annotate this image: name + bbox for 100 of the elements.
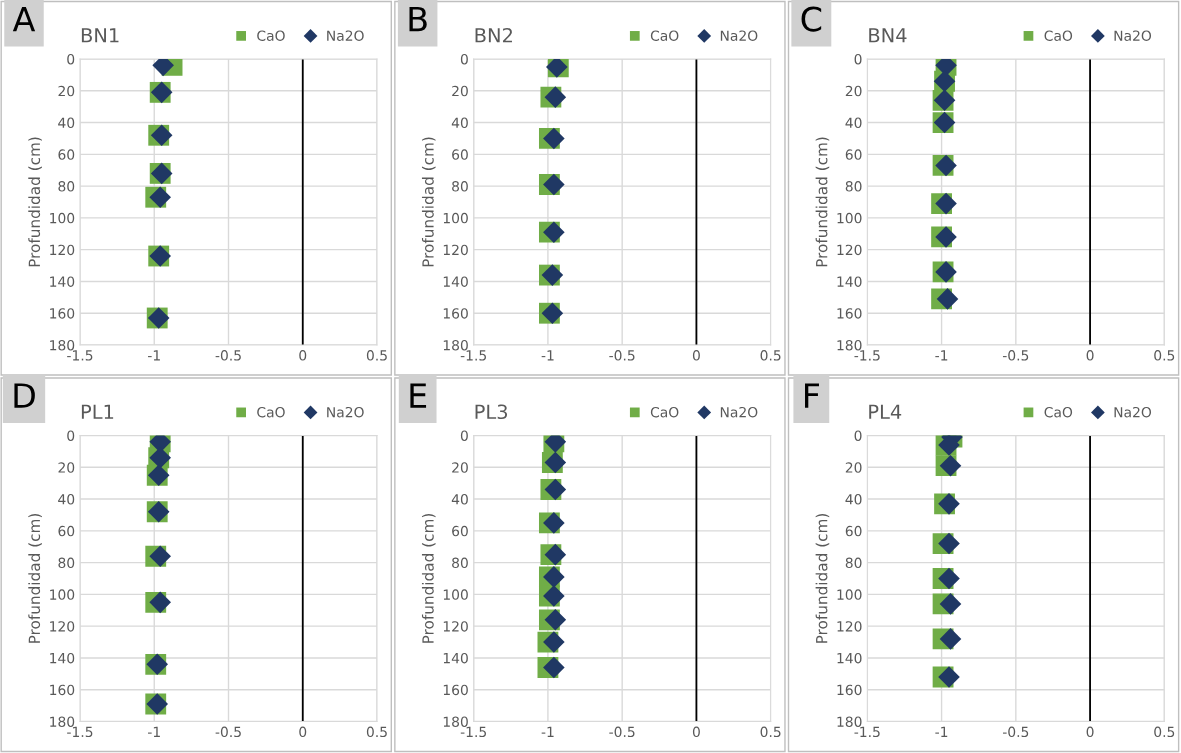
legend-label: CaO [650, 30, 679, 41]
x-tick-label: -1 [541, 726, 554, 737]
x-tick-label: -0.5 [1002, 350, 1029, 361]
y-tick-label: 20 [452, 85, 468, 97]
y-tick-label: 160 [837, 684, 862, 696]
chart-title: BN1 [81, 28, 119, 43]
legend-label: Na2O [327, 406, 364, 418]
y-tick-label: 60 [58, 525, 75, 537]
x-tick-label: -0.5 [1002, 726, 1029, 738]
x-tick-label: 0 [299, 350, 307, 361]
y-tick-label: 140 [50, 652, 75, 664]
y-tick-label: 80 [845, 557, 862, 569]
y-tick-label: 180 [443, 716, 468, 727]
y-tick-label: 100 [443, 589, 468, 600]
x-tick-label: -1.5 [460, 726, 486, 738]
x-tick-label: 0 [299, 726, 307, 738]
y-tick-label: 0 [67, 430, 75, 441]
x-tick-label: 0.5 [366, 350, 387, 361]
y-tick-label: 100 [837, 589, 862, 600]
y-tick-label: 20 [58, 85, 75, 97]
y-tick-label: 40 [58, 117, 75, 129]
y-tick-label: 40 [845, 494, 862, 505]
legend-label: Na2O [720, 30, 758, 41]
y-tick-label: 60 [58, 149, 75, 160]
legend-label: Na2O [720, 406, 758, 418]
y-tick-label: 140 [837, 276, 862, 287]
x-tick-label: -1.5 [854, 726, 880, 738]
x-tick-label: -1.5 [460, 350, 486, 361]
chart-title: PL3 [475, 404, 508, 420]
y-tick-label: 120 [50, 621, 75, 632]
y-tick-label: 140 [837, 652, 862, 664]
x-tick-label: -0.5 [215, 350, 241, 361]
y-tick-label: 140 [50, 276, 75, 287]
x-tick-label: 0 [692, 350, 700, 361]
y-tick-label: 120 [837, 244, 862, 256]
x-tick-label: 0.5 [366, 726, 387, 738]
text: E [410, 383, 427, 408]
text: C [801, 6, 822, 32]
legend-label: CaO [257, 30, 285, 41]
y-tick-label: 80 [58, 557, 75, 569]
y-tick-label: 80 [58, 181, 75, 192]
y-axis-title: Profundidad (cm) [815, 513, 830, 643]
legend-label: Na2O [1114, 406, 1152, 418]
x-tick-label: -1 [148, 350, 160, 361]
y-tick-label: 180 [50, 339, 75, 351]
y-tick-label: 0 [460, 53, 468, 65]
x-tick-label: 0 [1086, 726, 1094, 738]
x-tick-label: 0 [692, 726, 700, 738]
chart-title: BN2 [475, 27, 512, 43]
y-tick-label: 60 [452, 149, 468, 160]
y-tick-label: 20 [845, 85, 862, 97]
y-tick-label: 100 [50, 589, 75, 600]
y-tick-label: 160 [50, 308, 75, 319]
y-tick-label: 180 [50, 716, 75, 727]
x-tick-label: -0.5 [609, 350, 635, 361]
y-tick-label: 80 [452, 557, 468, 569]
chart-title: PL4 [869, 404, 902, 419]
text: F [805, 383, 819, 408]
y-tick-label: 180 [837, 339, 862, 351]
y-tick-label: 160 [50, 684, 75, 696]
x-tick-label: -1 [935, 350, 948, 361]
x-tick-label: -0.5 [609, 726, 635, 738]
y-tick-label: 20 [845, 462, 862, 473]
y-tick-label: 20 [452, 462, 468, 473]
y-tick-label: 60 [845, 149, 862, 160]
y-tick-label: 120 [837, 621, 862, 632]
legend-label: CaO [650, 406, 679, 418]
y-tick-label: 40 [451, 117, 468, 129]
legend-label: CaO [1044, 30, 1073, 41]
legend-label: Na2O [327, 30, 364, 41]
y-tick-label: 20 [58, 462, 75, 473]
chart-title: PL1 [81, 404, 114, 419]
y-axis-title: Profundidad (cm) [28, 513, 42, 643]
y-axis-title: Profundidad (cm) [421, 137, 436, 267]
y-tick-label: 60 [452, 525, 468, 537]
y-tick-label: 160 [443, 308, 468, 319]
y-tick-label: 0 [854, 53, 862, 65]
chart-title: BN4 [869, 28, 907, 43]
y-tick-label: 60 [845, 525, 862, 537]
y-tick-label: 180 [837, 716, 862, 727]
y-tick-label: 140 [443, 276, 468, 287]
y-tick-label: 40 [451, 494, 468, 505]
y-tick-label: 120 [50, 244, 75, 256]
y-tick-label: 120 [443, 244, 468, 256]
y-tick-label: 160 [443, 684, 468, 696]
text: D [14, 383, 35, 408]
legend-label: CaO [257, 406, 285, 418]
x-tick-label: -1 [148, 726, 160, 737]
y-axis-title: Profundidad (cm) [28, 137, 42, 267]
text: B [409, 6, 427, 32]
y-tick-label: 80 [452, 181, 468, 192]
x-tick-label: -1 [935, 726, 948, 737]
y-tick-label: 0 [460, 430, 468, 441]
x-tick-label: -1.5 [854, 350, 880, 361]
y-tick-label: 80 [845, 181, 862, 192]
y-tick-label: 0 [67, 53, 75, 65]
x-tick-label: -1 [541, 350, 554, 361]
y-tick-label: 0 [854, 430, 862, 441]
legend-label: CaO [1044, 406, 1073, 418]
y-tick-label: 120 [443, 621, 468, 632]
